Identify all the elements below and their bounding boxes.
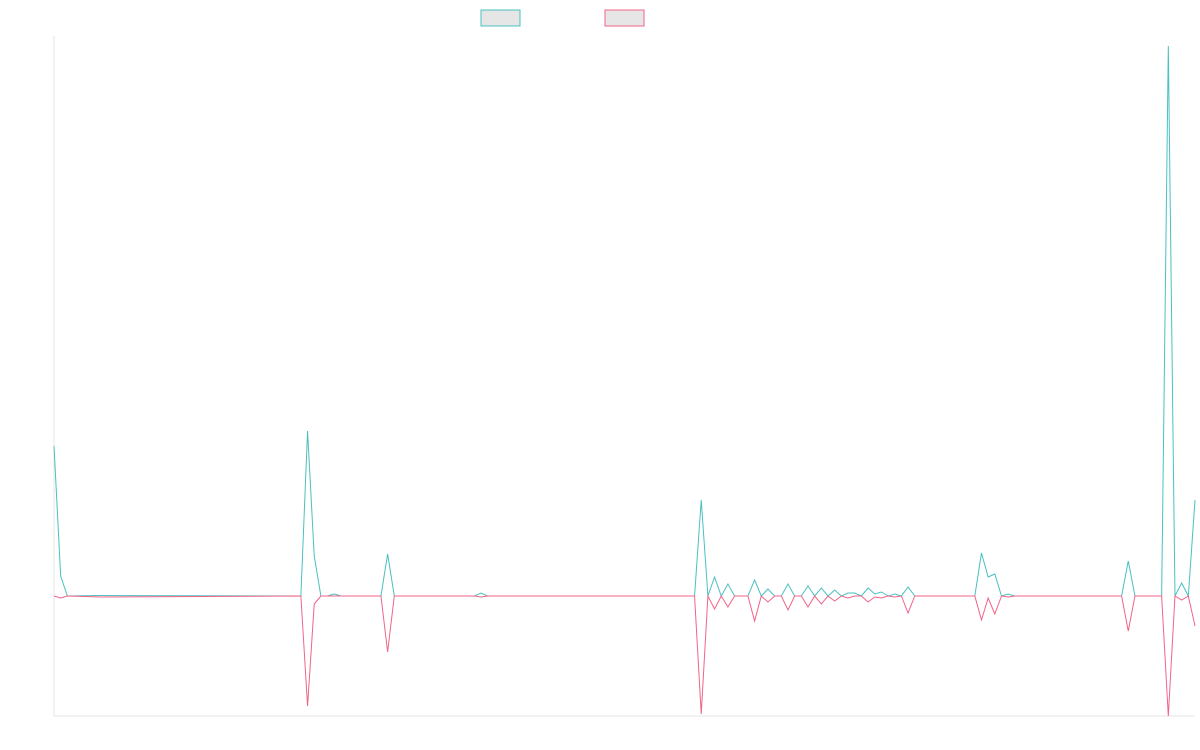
legend-swatch-1[interactable] bbox=[480, 9, 521, 27]
legend-swatch-2[interactable] bbox=[604, 9, 645, 27]
legend bbox=[480, 9, 645, 27]
series-line-1 bbox=[53, 45, 1196, 598]
series-layer bbox=[53, 45, 1196, 717]
series-line-2 bbox=[53, 594, 1196, 717]
